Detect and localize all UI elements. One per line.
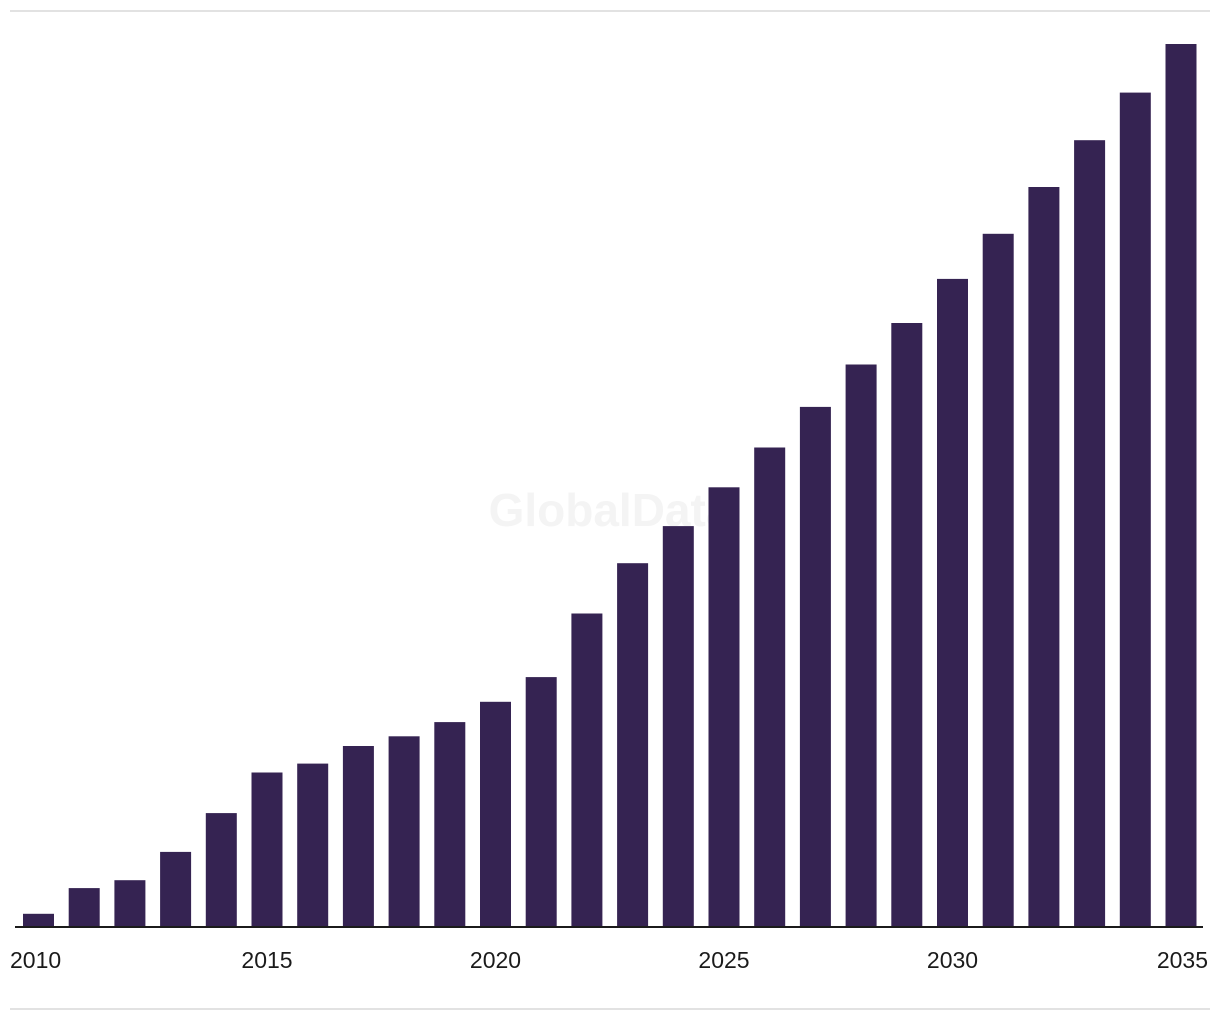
bar-2026: [754, 447, 786, 927]
bar-2034: [1119, 92, 1151, 928]
x-tick-label-2035: 2035: [1157, 947, 1208, 973]
x-tick-label-2020: 2020: [470, 947, 521, 973]
bar-2028: [845, 364, 877, 927]
bar-2011: [68, 888, 100, 927]
bars-group: [23, 44, 1197, 928]
x-tick-label-2010: 2010: [10, 947, 61, 973]
bar-2025: [708, 487, 740, 927]
x-tick-labels: 2010 2015 2020 2025 2030 2035: [10, 947, 1208, 973]
top-divider: [10, 10, 1210, 12]
bar-2032: [1028, 187, 1060, 927]
bar-2018: [388, 736, 420, 927]
bar-2017: [342, 746, 374, 927]
bar-2030: [937, 278, 968, 927]
bar-2035: [1165, 44, 1197, 927]
bar-2031: [982, 233, 1014, 928]
bar-2021: [525, 677, 557, 927]
bar-2016: [297, 763, 329, 927]
bar-2024: [662, 526, 694, 927]
bar-2020: [480, 701, 511, 927]
bar-2033: [1074, 140, 1106, 927]
bar-2019: [434, 722, 466, 927]
bar-2012: [114, 880, 146, 927]
bar-2013: [160, 851, 192, 927]
x-tick-label-2015: 2015: [241, 947, 292, 973]
bar-2015: [251, 772, 283, 927]
bar-2010: [23, 913, 54, 927]
bottom-divider: [10, 1008, 1210, 1010]
bar-2022: [571, 613, 603, 927]
x-tick-label-2025: 2025: [698, 947, 749, 973]
bar-2023: [617, 563, 649, 927]
bar-2027: [799, 406, 831, 927]
watermark-text: GlobalData: [489, 484, 732, 536]
bar-2014: [205, 813, 237, 927]
x-tick-label-2030: 2030: [927, 947, 978, 973]
bar-2029: [891, 323, 923, 927]
